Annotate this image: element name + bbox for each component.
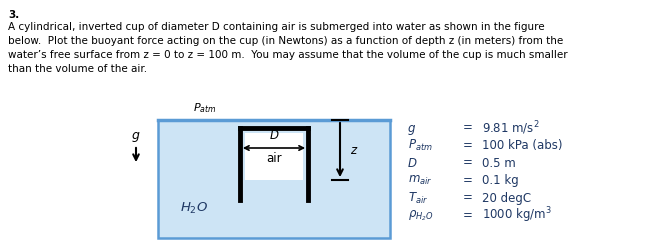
Text: =: = — [463, 139, 473, 152]
Text: A cylindrical, inverted cup of diameter D containing air is submerged into water: A cylindrical, inverted cup of diameter … — [8, 22, 544, 32]
Text: =: = — [463, 209, 473, 222]
Text: =: = — [463, 192, 473, 205]
Text: 1000 kg/m$^3$: 1000 kg/m$^3$ — [482, 206, 552, 225]
Text: D: D — [270, 129, 279, 142]
Text: $\rho_{\mathregular{H_2O}}$: $\rho_{\mathregular{H_2O}}$ — [408, 208, 434, 223]
Text: $T_{\mathregular{air}}$: $T_{\mathregular{air}}$ — [408, 190, 428, 206]
Text: 9.81 m/s$^2$: 9.81 m/s$^2$ — [482, 119, 540, 137]
Text: =: = — [463, 122, 473, 135]
Text: 0.1 kg: 0.1 kg — [482, 174, 519, 187]
Text: water’s free surface from z = 0 to z = 100 m.  You may assume that the volume of: water’s free surface from z = 0 to z = 1… — [8, 50, 568, 60]
Text: g: g — [132, 128, 140, 142]
Text: $P_{\mathregular{atm}}$: $P_{\mathregular{atm}}$ — [408, 138, 433, 153]
Text: =: = — [463, 157, 473, 170]
Text: g: g — [408, 122, 415, 135]
Text: $H_2O$: $H_2O$ — [180, 200, 208, 216]
Text: z: z — [350, 144, 356, 157]
Text: $P_{\mathregular{atm}}$: $P_{\mathregular{atm}}$ — [193, 101, 216, 115]
Bar — [245, 133, 303, 180]
Text: =: = — [463, 174, 473, 187]
Text: below.  Plot the buoyant force acting on the cup (in Newtons) as a function of d: below. Plot the buoyant force acting on … — [8, 36, 563, 46]
Text: 100 kPa (abs): 100 kPa (abs) — [482, 139, 562, 152]
Text: than the volume of the air.: than the volume of the air. — [8, 64, 147, 74]
Text: 0.5 m: 0.5 m — [482, 157, 516, 170]
Text: 20 degC: 20 degC — [482, 192, 531, 205]
Bar — [158, 120, 390, 238]
Text: 3.: 3. — [8, 10, 19, 20]
Text: air: air — [266, 151, 282, 164]
Text: D: D — [408, 157, 417, 170]
Bar — [245, 180, 303, 200]
Text: $m_{\mathregular{air}}$: $m_{\mathregular{air}}$ — [408, 174, 433, 187]
